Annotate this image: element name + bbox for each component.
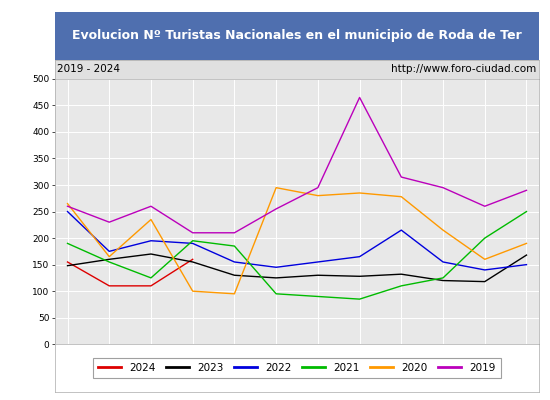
Text: 2019 - 2024: 2019 - 2024 <box>57 64 120 74</box>
Legend: 2024, 2023, 2022, 2021, 2020, 2019: 2024, 2023, 2022, 2021, 2020, 2019 <box>93 358 501 378</box>
Text: http://www.foro-ciudad.com: http://www.foro-ciudad.com <box>392 64 537 74</box>
Text: Evolucion Nº Turistas Nacionales en el municipio de Roda de Ter: Evolucion Nº Turistas Nacionales en el m… <box>72 29 522 42</box>
